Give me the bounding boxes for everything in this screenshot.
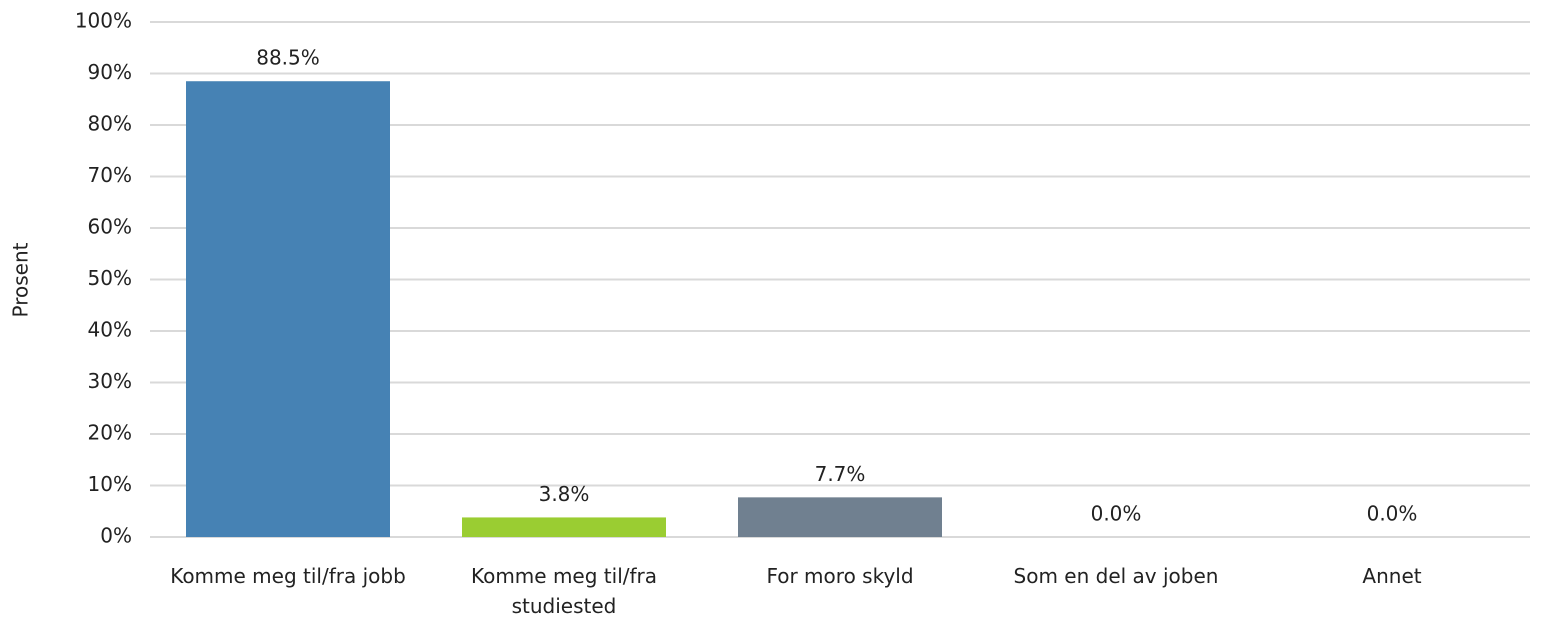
y-tick-label: 40% [88,318,132,342]
x-tick-label-box: For moro skyld [766,564,914,588]
y-tick-label: 0% [100,524,132,548]
bar [462,517,666,537]
value-label: 3.8% [539,482,590,506]
x-tick-label: Komme meg til/fra jobb [170,564,406,588]
y-tick-label: 100% [75,9,132,33]
x-tick-label-box: Komme meg til/fra studiested [470,564,658,618]
x-tick-label-box: Annet [1362,564,1422,588]
value-label: 88.5% [256,46,320,70]
y-tick-label: 10% [88,472,132,496]
value-label: 0.0% [1367,502,1418,526]
y-tick-label: 70% [88,163,132,187]
y-tick-label: 50% [88,266,132,290]
bar [186,81,390,537]
bar [738,497,942,537]
value-label: 0.0% [1091,502,1142,526]
value-label: 7.7% [815,462,866,486]
x-tick-label-box: Komme meg til/fra jobb [170,564,406,588]
x-tick-label: For moro skyld [766,564,914,588]
x-tick-label-box: Som en del av joben [1013,564,1219,588]
y-tick-label: 60% [88,215,132,239]
x-tick-label: Annet [1362,564,1422,588]
y-tick-label: 30% [88,369,132,393]
x-tick-label: Som en del av joben [1013,564,1219,588]
x-tick-label: Komme meg til/fra studiested [470,564,658,618]
y-tick-label: 90% [88,60,132,84]
y-axis-label: Prosent [9,242,33,317]
y-tick-label: 20% [88,421,132,445]
y-tick-label: 80% [88,112,132,136]
